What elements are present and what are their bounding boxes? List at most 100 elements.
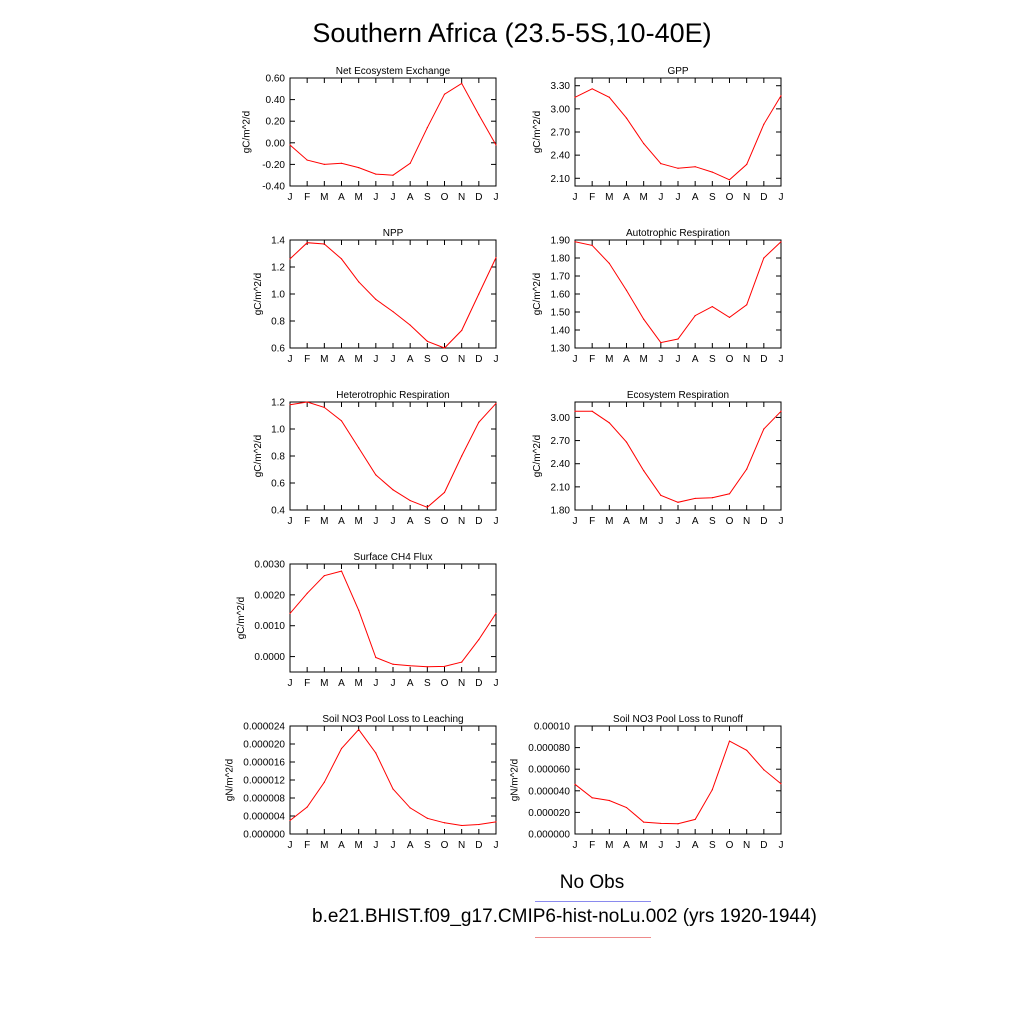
x-tick-label: J [288, 354, 293, 365]
data-point [478, 114, 480, 116]
data-point [728, 179, 731, 181]
data-point [478, 639, 480, 641]
data-point [608, 262, 610, 264]
data-point [478, 823, 480, 826]
data-point [461, 82, 463, 84]
x-tick-label: F [589, 354, 595, 365]
x-tick-label: N [458, 678, 465, 689]
x-tick-label: S [709, 840, 716, 851]
series-line [289, 82, 497, 176]
x-tick-label: J [494, 354, 499, 365]
x-tick-label: M [639, 516, 647, 527]
x-tick-label: A [623, 516, 630, 527]
y-tick-label: 0.8 [271, 317, 285, 328]
data-point [306, 806, 308, 808]
x-tick-label: J [676, 840, 681, 851]
plot-frame [574, 239, 782, 349]
y-tick-label: 1.0 [271, 290, 285, 301]
data-point [426, 127, 428, 129]
series-line [574, 740, 782, 825]
data-point [409, 324, 411, 326]
data-point [574, 783, 576, 785]
x-tick-label: F [304, 516, 310, 527]
x-tick-label: D [475, 192, 482, 203]
data-point [746, 163, 748, 165]
x-tick-label: A [407, 192, 414, 203]
data-point [660, 342, 662, 344]
data-point [461, 661, 463, 663]
data-point [443, 665, 446, 668]
x-tick-label: J [676, 354, 681, 365]
y-tick-label: 0.000000 [243, 830, 285, 841]
x-tick-label: M [605, 192, 613, 203]
data-point [495, 402, 497, 404]
y-tick-label: 0.000080 [528, 743, 570, 754]
y-tick-label: 0.0000 [254, 652, 285, 663]
data-point [643, 142, 645, 145]
data-point [625, 441, 628, 443]
y-tick-label: 1.2 [271, 398, 285, 409]
x-tick-label: J [391, 516, 396, 527]
x-tick-label: J [288, 840, 293, 851]
x-tick-label: O [441, 192, 449, 203]
y-tick-label: 0.0010 [254, 621, 285, 632]
data-point [495, 256, 497, 259]
data-point [591, 410, 593, 412]
data-point [780, 783, 782, 785]
x-tick-label: M [320, 354, 328, 365]
x-tick-label: D [475, 354, 482, 365]
data-point [340, 747, 343, 750]
panel-title: Heterotrophic Respiration [336, 390, 449, 401]
data-point [340, 258, 343, 260]
data-point [375, 173, 377, 175]
x-tick-label: D [760, 192, 767, 203]
data-point [409, 162, 411, 164]
x-tick-label: A [338, 192, 345, 203]
data-point [289, 612, 291, 614]
y-tick-label: 0.4 [271, 506, 285, 517]
x-tick-label: J [573, 840, 578, 851]
data-point [608, 96, 610, 98]
y-tick-label: 1.90 [551, 236, 571, 247]
y-tick-label: 3.00 [551, 413, 571, 424]
y-tick-label: 1.4 [271, 236, 285, 247]
x-tick-label: J [573, 192, 578, 203]
y-tick-label: 0.0030 [254, 560, 285, 571]
data-point [728, 740, 731, 742]
x-tick-label: F [304, 678, 310, 689]
x-tick-label: M [605, 840, 613, 851]
data-point [694, 166, 696, 168]
x-tick-label: A [338, 516, 345, 527]
x-tick-label: J [391, 192, 396, 203]
y-tick-label: 0.6 [271, 344, 285, 355]
data-point [443, 93, 446, 95]
x-tick-label: N [458, 354, 465, 365]
data-point [323, 163, 325, 165]
x-tick-label: D [475, 840, 482, 851]
x-tick-label: F [589, 192, 595, 203]
x-tick-label: A [692, 354, 699, 365]
page-title: Southern Africa (23.5-5S,10-40E) [312, 18, 712, 48]
y-tick-label: 3.30 [551, 81, 571, 92]
x-tick-label: A [623, 840, 630, 851]
x-tick-label: N [743, 516, 750, 527]
data-point [728, 316, 731, 318]
data-point [763, 123, 765, 125]
x-tick-label: N [743, 192, 750, 203]
y-tick-label: 0.20 [266, 117, 286, 128]
x-tick-label: F [589, 516, 595, 527]
y-axis-label: gC/m^2/d [253, 273, 264, 316]
data-point [289, 404, 291, 406]
data-point [358, 167, 360, 169]
x-tick-label: S [709, 516, 716, 527]
data-point [409, 499, 411, 502]
x-tick-label: J [658, 516, 663, 527]
data-point [340, 162, 343, 164]
data-point [375, 752, 377, 754]
x-tick-label: D [475, 516, 482, 527]
x-tick-label: J [676, 192, 681, 203]
x-tick-label: F [589, 840, 595, 851]
x-tick-label: A [692, 840, 699, 851]
